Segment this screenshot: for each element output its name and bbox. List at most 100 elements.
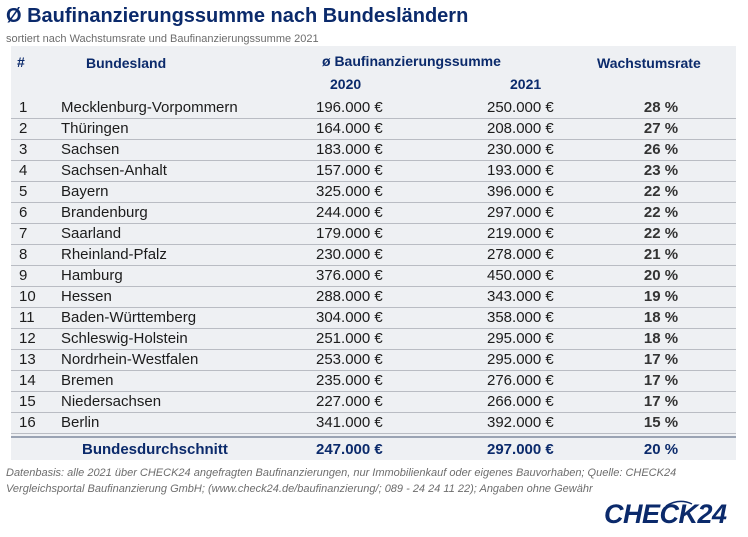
row-value-2020: 325.000 € — [316, 183, 383, 200]
table-row: 6 Brandenburg 244.000 € 297.000 € 22 % — [11, 203, 736, 224]
table-row: 8 Rheinland-Pfalz 230.000 € 278.000 € 21 % — [11, 245, 736, 266]
row-value-2021: 266.000 € — [487, 393, 554, 410]
row-growth: 15 % — [643, 414, 679, 431]
row-growth: 22 % — [643, 204, 679, 221]
row-value-2021: 230.000 € — [487, 141, 554, 158]
row-bundesland: Nordrhein-Westfalen — [61, 351, 199, 368]
row-value-2021: 278.000 € — [487, 246, 554, 263]
row-growth: 22 % — [643, 225, 679, 242]
row-growth: 19 % — [643, 288, 679, 305]
row-value-2020: 288.000 € — [316, 288, 383, 305]
header-finanzierungssumme: ø Baufinanzierungssumme — [322, 53, 501, 69]
row-number: 10 — [19, 288, 36, 305]
row-value-2020: 230.000 € — [316, 246, 383, 263]
row-value-2021: 276.000 € — [487, 372, 554, 389]
row-bundesland: Schleswig-Holstein — [61, 330, 188, 347]
row-value-2021: 208.000 € — [487, 120, 554, 137]
row-bundesland: Baden-Württemberg — [61, 309, 197, 326]
average-growth: 20 % — [643, 441, 679, 458]
table-row: 5 Bayern 325.000 € 396.000 € 22 % — [11, 182, 736, 203]
footnote: Datenbasis: alle 2021 über CHECK24 angef… — [6, 465, 686, 497]
row-growth: 18 % — [643, 330, 679, 347]
row-bundesland: Hamburg — [61, 267, 123, 284]
row-number: 14 — [19, 372, 36, 389]
row-value-2020: 244.000 € — [316, 204, 383, 221]
page-title: Ø Baufinanzierungssumme nach Bundeslände… — [6, 5, 469, 27]
row-bundesland: Niedersachsen — [61, 393, 162, 410]
check24-logo: CHECK24 — [604, 499, 727, 529]
row-value-2021: 392.000 € — [487, 414, 554, 431]
header-wachstumsrate: Wachstumsrate — [597, 55, 701, 71]
table-row: 15 Niedersachsen 227.000 € 266.000 € 17 % — [11, 392, 736, 413]
row-value-2020: 251.000 € — [316, 330, 383, 347]
row-growth: 26 % — [643, 141, 679, 158]
row-number: 11 — [19, 309, 35, 326]
row-value-2021: 295.000 € — [487, 330, 554, 347]
table-row: 1 Mecklenburg-Vorpommern 196.000 € 250.000 … — [11, 98, 736, 119]
row-value-2021: 295.000 € — [487, 351, 554, 368]
row-value-2021: 343.000 € — [487, 288, 554, 305]
header-number: # — [17, 54, 25, 70]
row-growth: 28 % — [643, 99, 679, 116]
row-value-2021: 193.000 € — [487, 162, 554, 179]
row-value-2020: 376.000 € — [316, 267, 383, 284]
logo-swoosh-icon — [665, 500, 693, 507]
row-value-2020: 183.000 € — [316, 141, 383, 158]
row-value-2020: 341.000 € — [316, 414, 383, 431]
row-growth: 22 % — [643, 183, 679, 200]
row-value-2020: 179.000 € — [316, 225, 383, 242]
row-bundesland: Bayern — [61, 183, 109, 200]
average-row: Bundesdurchschnitt 247.000 € 297.000 € 2… — [11, 436, 736, 460]
table-row: 14 Bremen 235.000 € 276.000 € 17 % — [11, 371, 736, 392]
row-growth: 20 % — [643, 267, 679, 284]
row-number: 1 — [19, 99, 28, 116]
row-number: 9 — [19, 267, 28, 284]
row-number: 15 — [19, 393, 36, 410]
row-bundesland: Saarland — [61, 225, 122, 242]
row-growth: 23 % — [643, 162, 679, 179]
row-value-2021: 219.000 € — [487, 225, 554, 242]
average-value-2021: 297.000 € — [487, 441, 554, 458]
row-bundesland: Thüringen — [61, 120, 129, 137]
table-row: 9 Hamburg 376.000 € 450.000 € 20 % — [11, 266, 736, 287]
row-growth: 27 % — [643, 120, 679, 137]
row-value-2020: 304.000 € — [316, 309, 383, 326]
table-row: 10 Hessen 288.000 € 343.000 € 19 % — [11, 287, 736, 308]
row-bundesland: Berlin — [61, 414, 100, 431]
row-number: 12 — [19, 330, 36, 347]
row-number: 16 — [19, 414, 36, 431]
row-bundesland: Mecklenburg-Vorpommern — [61, 99, 238, 116]
header-year-2020: 2020 — [330, 76, 362, 92]
table-row: 2 Thüringen 164.000 € 208.000 € 27 % — [11, 119, 736, 140]
table-row: 16 Berlin 341.000 € 392.000 € 15 % — [11, 413, 736, 434]
row-bundesland: Rheinland-Pfalz — [61, 246, 167, 263]
row-number: 13 — [19, 351, 36, 368]
row-value-2020: 157.000 € — [316, 162, 383, 179]
row-growth: 18 % — [643, 309, 679, 326]
header-bundesland: Bundesland — [86, 55, 167, 71]
row-number: 5 — [19, 183, 28, 200]
table-row: 3 Sachsen 183.000 € 230.000 € 26 % — [11, 140, 736, 161]
row-value-2020: 253.000 € — [316, 351, 383, 368]
row-growth: 17 % — [643, 351, 679, 368]
row-value-2021: 297.000 € — [487, 204, 554, 221]
row-value-2021: 450.000 € — [487, 267, 554, 284]
row-growth: 21 % — [643, 246, 679, 263]
row-value-2020: 227.000 € — [316, 393, 383, 410]
average-label: Bundesdurchschnitt — [82, 441, 228, 458]
row-number: 6 — [19, 204, 28, 221]
table-row: 7 Saarland 179.000 € 219.000 € 22 % — [11, 224, 736, 245]
row-value-2020: 196.000 € — [316, 99, 383, 116]
row-bundesland: Hessen — [61, 288, 112, 305]
row-value-2020: 164.000 € — [316, 120, 383, 137]
row-number: 2 — [19, 120, 28, 137]
row-value-2020: 235.000 € — [316, 372, 383, 389]
row-bundesland: Sachsen — [61, 141, 120, 158]
header-year-2021: 2021 — [510, 76, 542, 92]
table-body: 1 Mecklenburg-Vorpommern 196.000 € 250.000 … — [11, 98, 736, 434]
table-row: 12 Schleswig-Holstein 251.000 € 295.000 € 18… — [11, 329, 736, 350]
row-number: 4 — [19, 162, 28, 179]
row-bundesland: Sachsen-Anhalt — [61, 162, 167, 179]
table-row: 4 Sachsen-Anhalt 157.000 € 193.000 € 23 % — [11, 161, 736, 182]
row-growth: 17 % — [643, 393, 679, 410]
